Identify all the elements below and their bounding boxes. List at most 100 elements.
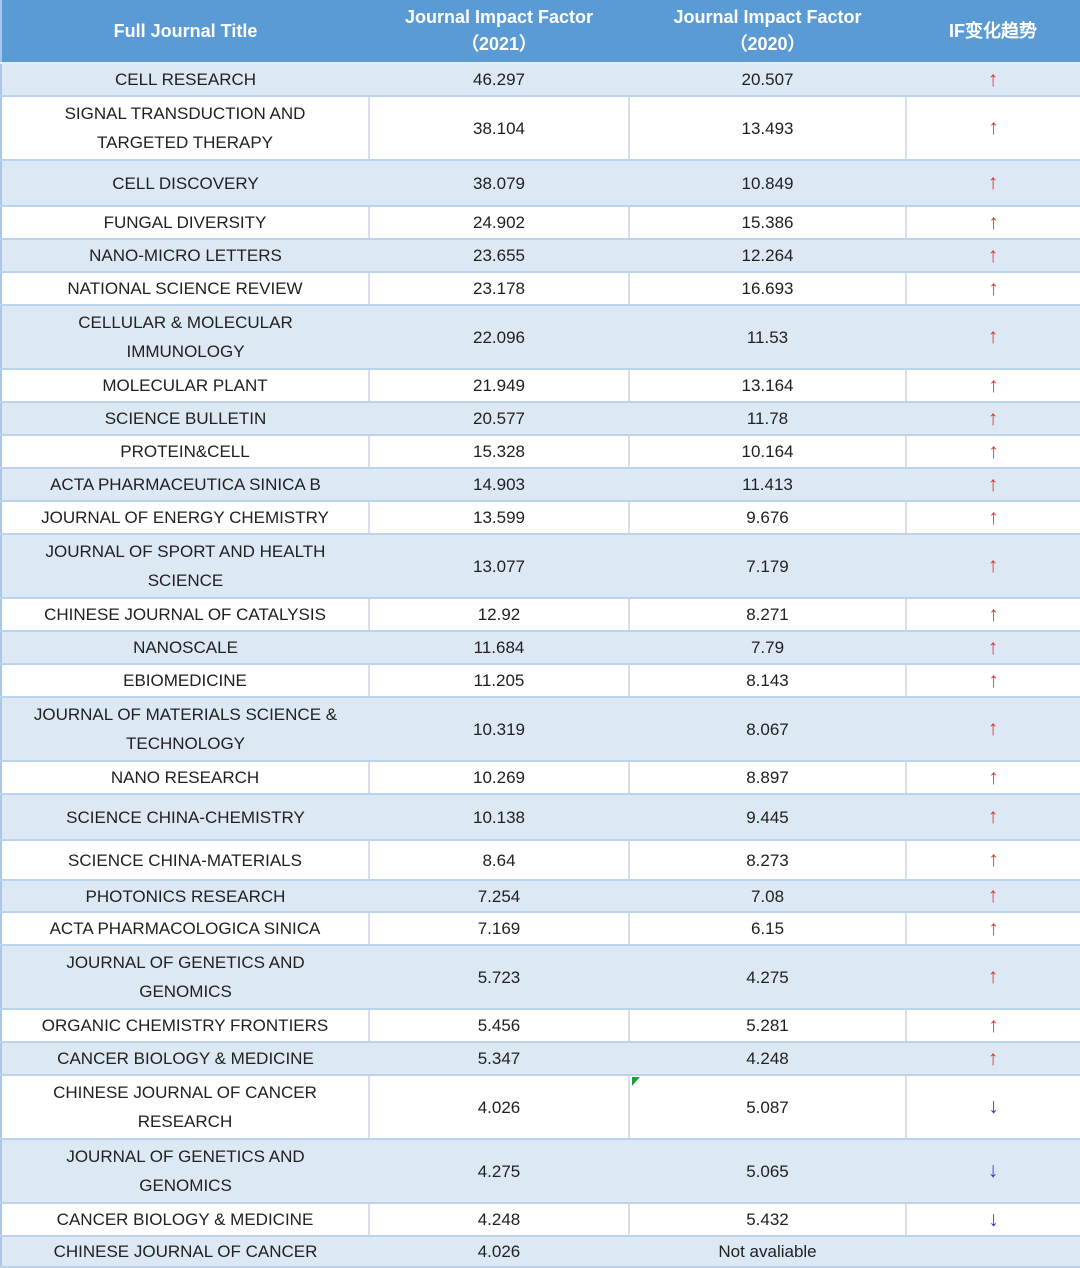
if-2020-cell: Not avaliable: [629, 1236, 906, 1268]
trend-up-icon: ↑: [987, 67, 999, 91]
trend-up-icon: ↑: [987, 1046, 999, 1070]
table-row: ORGANIC CHEMISTRY FRONTIERS 5.456 5.281 …: [1, 1009, 1080, 1043]
if-2021-cell: 12.92: [368, 598, 629, 632]
if-2021-cell: 14.903: [369, 468, 629, 502]
if-2020-cell: 12.264: [629, 239, 906, 273]
if-2021-cell: 24.902: [368, 206, 629, 240]
trend-up-icon: ↑: [987, 965, 999, 988]
trend-down-icon: ↓: [987, 1159, 999, 1182]
if-2021-cell: 38.104: [368, 96, 629, 161]
journal-title-cell: JOURNAL OF ENERGY CHEMISTRY: [1, 501, 369, 535]
trend-up-icon: ↑: [987, 717, 999, 740]
trend-up-icon: ↑: [987, 472, 999, 496]
table-row: CELLULAR & MOLECULAR IMMUNOLOGY 22.096 1…: [1, 305, 1080, 370]
journal-title-cell: JOURNAL OF MATERIALS SCIENCE & TECHNOLOG…: [1, 697, 369, 762]
trend-up-icon: ↑: [987, 805, 999, 828]
journal-title-cell: SCIENCE CHINA-CHEMISTRY: [1, 794, 369, 841]
trend-cell: ↑: [905, 501, 1080, 535]
trend-up-icon: ↑: [988, 505, 999, 529]
header-if-2020: Journal Impact Factor （2020）: [629, 0, 906, 64]
trend-cell: ↑: [905, 840, 1080, 881]
if-2021-cell: 7.169: [368, 912, 629, 946]
journal-title-cell: NANO RESEARCH: [1, 761, 369, 795]
journal-title-cell: SCIENCE CHINA-MATERIALS: [1, 840, 369, 881]
journal-title-cell: CANCER BIOLOGY & MEDICINE: [1, 1203, 369, 1237]
if-2021-cell: 4.026: [368, 1075, 629, 1140]
table-row: NANOSCALE 11.684 7.79 ↑: [1, 631, 1080, 665]
trend-cell: ↑: [906, 945, 1080, 1010]
trend-up-icon: ↑: [988, 848, 999, 871]
trend-cell: ↑: [905, 664, 1080, 698]
if-2020-cell: 5.065: [629, 1139, 906, 1204]
table-row: CHINESE JOURNAL OF CANCER 4.026 Not aval…: [1, 1236, 1080, 1268]
trend-cell: ↑: [905, 369, 1080, 403]
table-row: CHINESE JOURNAL OF CANCER RESEARCH 4.026…: [1, 1075, 1080, 1140]
journal-title-cell: SIGNAL TRANSDUCTION AND TARGETED THERAPY: [1, 96, 369, 161]
trend-up-icon: ↑: [988, 916, 999, 940]
if-2021-cell: 10.269: [368, 761, 629, 795]
trend-cell: ↑: [906, 160, 1080, 207]
trend-cell: ↓: [906, 1139, 1080, 1204]
journal-title-cell: ACTA PHARMACOLOGICA SINICA: [1, 912, 369, 946]
trend-cell: ↑: [905, 761, 1080, 795]
journal-title-cell: NANO-MICRO LETTERS: [1, 239, 369, 273]
journal-title-cell: CANCER BIOLOGY & MEDICINE: [1, 1042, 369, 1076]
if-2021-cell: 4.275: [369, 1139, 629, 1204]
trend-up-icon: ↑: [988, 1013, 999, 1037]
if-2020-cell: 11.78: [629, 402, 906, 436]
journal-title-cell: PROTEIN&CELL: [1, 435, 369, 469]
trend-up-icon: ↑: [988, 210, 999, 234]
if-2020-cell: 15.386: [628, 206, 906, 240]
if-2020-cell: 10.164: [628, 435, 906, 469]
journal-title-cell: SCIENCE BULLETIN: [1, 402, 369, 436]
cell-error-flag-icon: [632, 1077, 640, 1086]
table-row: NANO RESEARCH 10.269 8.897 ↑: [1, 761, 1080, 795]
if-2021-cell: 13.077: [369, 534, 629, 599]
journal-title-cell: MOLECULAR PLANT: [1, 369, 369, 403]
table-row: SIGNAL TRANSDUCTION AND TARGETED THERAPY…: [1, 96, 1080, 161]
table-row: ACTA PHARMACOLOGICA SINICA 7.169 6.15 ↑: [1, 912, 1080, 946]
if-2020-cell: 8.271: [628, 598, 906, 632]
trend-cell: ↑: [906, 534, 1080, 599]
table-row: ACTA PHARMACEUTICA SINICA B 14.903 11.41…: [1, 468, 1080, 502]
trend-cell: ↑: [906, 468, 1080, 502]
trend-up-icon: ↑: [988, 439, 999, 463]
table-row: JOURNAL OF SPORT AND HEALTH SCIENCE 13.0…: [1, 534, 1080, 599]
journal-title-cell: JOURNAL OF GENETICS AND GENOMICS: [1, 945, 369, 1010]
table-row: EBIOMEDICINE 11.205 8.143 ↑: [1, 664, 1080, 698]
if-2020-cell: 16.693: [628, 272, 906, 306]
if-2021-cell: 5.347: [369, 1042, 629, 1076]
if-2020-cell: 6.15: [628, 912, 906, 946]
table-row: SCIENCE CHINA-MATERIALS 8.64 8.273 ↑: [1, 840, 1080, 881]
table-row: CANCER BIOLOGY & MEDICINE 5.347 4.248 ↑: [1, 1042, 1080, 1076]
if-2020-cell: 9.445: [629, 794, 906, 841]
table-header: Full Journal Title Journal Impact Factor…: [1, 0, 1080, 64]
table-row: PHOTONICS RESEARCH 7.254 7.08 ↑: [1, 880, 1080, 913]
table-row: CHINESE JOURNAL OF CATALYSIS 12.92 8.271…: [1, 598, 1080, 632]
if-2021-cell: 11.205: [368, 664, 629, 698]
if-2021-cell: 7.254: [369, 880, 629, 913]
trend-cell: ↑: [905, 1009, 1080, 1043]
if-2021-cell: 11.684: [369, 631, 629, 665]
table-body: CELL RESEARCH 46.297 20.507 ↑ SIGNAL TRA…: [1, 63, 1080, 1268]
table-row: FUNGAL DIVERSITY 24.902 15.386 ↑: [1, 206, 1080, 240]
table-row: PROTEIN&CELL 15.328 10.164 ↑: [1, 435, 1080, 469]
journal-title-cell: CELLULAR & MOLECULAR IMMUNOLOGY: [1, 305, 369, 370]
if-2020-cell: 4.248: [629, 1042, 906, 1076]
if-2020-value: 5.087: [746, 1097, 789, 1117]
trend-up-icon: ↑: [987, 635, 999, 659]
table-row: CANCER BIOLOGY & MEDICINE 4.248 5.432 ↓: [1, 1203, 1080, 1237]
trend-cell: ↓: [905, 1075, 1080, 1140]
journal-title-cell: CHINESE JOURNAL OF CANCER: [1, 1236, 369, 1268]
header-full-journal-title: Full Journal Title: [1, 0, 369, 64]
trend-cell: ↑: [905, 912, 1080, 946]
journal-title-cell: CHINESE JOURNAL OF CANCER RESEARCH: [1, 1075, 369, 1140]
trend-up-icon: ↑: [987, 243, 999, 267]
if-2021-cell: 23.655: [369, 239, 629, 273]
journal-title-cell: FUNGAL DIVERSITY: [1, 206, 369, 240]
journal-title-cell: ACTA PHARMACEUTICA SINICA B: [1, 468, 369, 502]
trend-cell: ↑: [906, 880, 1080, 913]
journal-title-cell: JOURNAL OF GENETICS AND GENOMICS: [1, 1139, 369, 1204]
if-2020-cell: 20.507: [629, 63, 906, 97]
